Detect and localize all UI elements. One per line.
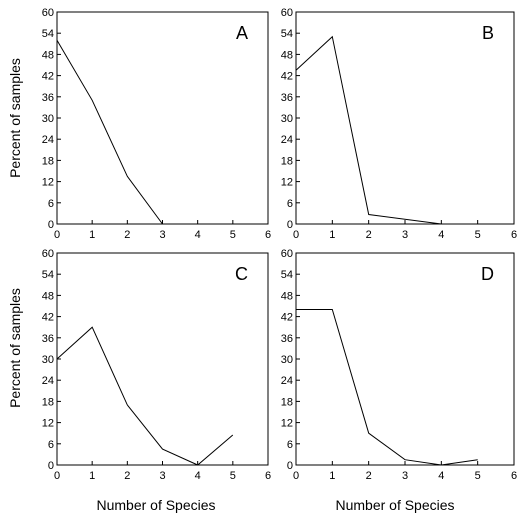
y-tick-label-a: 48 [42,49,54,61]
x-tick-label-b: 5 [475,229,481,241]
y-axis-title-top: Percent of samples [7,58,23,178]
y-tick-label-c: 30 [42,354,54,366]
y-tick-label-a: 36 [42,92,54,104]
y-tick-label-c: 18 [42,396,54,408]
x-tick-label-d: 2 [366,470,372,482]
x-tick-label-b: 2 [366,229,372,241]
y-tick-label-d: 48 [281,290,293,302]
y-tick-label-b: 54 [281,28,293,40]
x-tick-label-b: 6 [511,229,517,241]
x-tick-label-a: 4 [195,229,201,241]
series-line-a [56,40,163,225]
panel-label-c: C [235,264,248,284]
y-tick-label-a: 30 [42,113,54,125]
y-tick-label-d: 6 [287,439,293,451]
panel-label-b: B [482,23,494,43]
x-tick-label-b: 3 [402,229,408,241]
x-tick-label-d: 0 [293,470,299,482]
y-tick-label-c: 54 [42,269,54,281]
x-tick-label-a: 0 [54,229,60,241]
y-tick-label-d: 60 [281,248,293,260]
y-tick-label-b: 36 [281,92,293,104]
y-tick-label-c: 6 [48,439,54,451]
x-tick-label-c: 5 [230,470,236,482]
x-tick-label-c: 1 [89,470,95,482]
x-tick-label-d: 6 [511,470,517,482]
plot-frame-c [56,252,269,466]
plot-frame-d [295,252,515,466]
x-tick-label-c: 4 [195,470,201,482]
series-line-d [296,309,478,466]
x-tick-label-d: 5 [475,470,481,482]
y-tick-label-c: 60 [42,248,54,260]
y-tick-label-c: 48 [42,290,54,302]
y-tick-label-d: 18 [281,396,293,408]
y-tick-label-a: 6 [48,198,54,210]
y-tick-label-b: 42 [281,71,293,83]
y-tick-label-d: 24 [281,375,293,387]
y-tick-label-d: 0 [287,460,293,472]
y-tick-label-a: 18 [42,155,54,167]
panel-label-a: A [236,23,248,43]
series-line-b [295,35,442,225]
y-tick-label-c: 24 [42,375,54,387]
x-tick-label-a: 1 [89,229,95,241]
y-axis-title-bottom: Percent of samples [7,288,23,408]
x-axis-title-left: Number of Species [96,497,215,513]
x-tick-label-c: 6 [265,470,271,482]
x-tick-label-c: 3 [159,470,165,482]
y-tick-label-a: 42 [42,71,54,83]
x-axis-title-right: Number of Species [335,497,454,513]
x-tick-label-d: 1 [329,470,335,482]
x-tick-label-a: 6 [265,229,271,241]
y-tick-label-b: 60 [281,7,293,19]
y-tick-label-a: 24 [42,134,54,146]
x-tick-label-a: 5 [230,229,236,241]
plot-frame-a [56,11,269,225]
y-tick-label-c: 12 [42,418,54,430]
y-tick-label-b: 24 [281,134,293,146]
x-tick-label-a: 3 [159,229,165,241]
x-tick-label-c: 0 [54,470,60,482]
y-tick-label-a: 0 [48,219,54,231]
y-tick-label-c: 36 [42,333,54,345]
y-tick-label-b: 30 [281,113,293,125]
y-tick-label-d: 12 [281,418,293,430]
series-line-c [56,326,234,466]
x-tick-label-b: 4 [438,229,444,241]
y-tick-label-d: 54 [281,269,293,281]
y-tick-label-d: 30 [281,354,293,366]
x-tick-label-a: 2 [124,229,130,241]
x-tick-label-d: 3 [402,470,408,482]
panel-label-d: D [481,264,494,284]
x-tick-label-b: 1 [329,229,335,241]
y-tick-label-d: 36 [281,333,293,345]
y-tick-label-a: 60 [42,7,54,19]
y-tick-label-b: 48 [281,49,293,61]
y-tick-label-c: 0 [48,460,54,472]
x-tick-label-d: 4 [438,470,444,482]
plot-frame-b [295,11,515,225]
y-tick-label-c: 42 [42,312,54,324]
y-tick-label-b: 18 [281,155,293,167]
y-tick-label-b: 6 [287,198,293,210]
x-tick-label-c: 2 [124,470,130,482]
y-tick-label-a: 54 [42,28,54,40]
y-tick-label-b: 0 [287,219,293,231]
y-tick-label-b: 12 [281,177,293,189]
y-tick-label-d: 42 [281,312,293,324]
x-tick-label-b: 0 [293,229,299,241]
y-tick-label-a: 12 [42,177,54,189]
